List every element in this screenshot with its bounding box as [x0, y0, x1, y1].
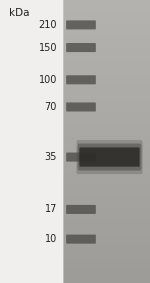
- Text: 70: 70: [45, 102, 57, 112]
- FancyBboxPatch shape: [66, 235, 96, 244]
- FancyBboxPatch shape: [78, 143, 141, 171]
- Text: 210: 210: [39, 20, 57, 30]
- FancyBboxPatch shape: [66, 20, 96, 29]
- FancyBboxPatch shape: [66, 75, 96, 84]
- FancyBboxPatch shape: [66, 43, 96, 52]
- FancyBboxPatch shape: [79, 147, 140, 167]
- FancyBboxPatch shape: [76, 140, 143, 174]
- Text: kDa: kDa: [9, 8, 30, 18]
- Text: 150: 150: [39, 42, 57, 53]
- Text: 10: 10: [45, 234, 57, 244]
- Text: 17: 17: [45, 204, 57, 215]
- Bar: [0, 0, 63, 283]
- FancyBboxPatch shape: [66, 102, 96, 112]
- FancyBboxPatch shape: [66, 153, 96, 162]
- Text: 35: 35: [45, 152, 57, 162]
- Text: 100: 100: [39, 75, 57, 85]
- FancyBboxPatch shape: [66, 205, 96, 214]
